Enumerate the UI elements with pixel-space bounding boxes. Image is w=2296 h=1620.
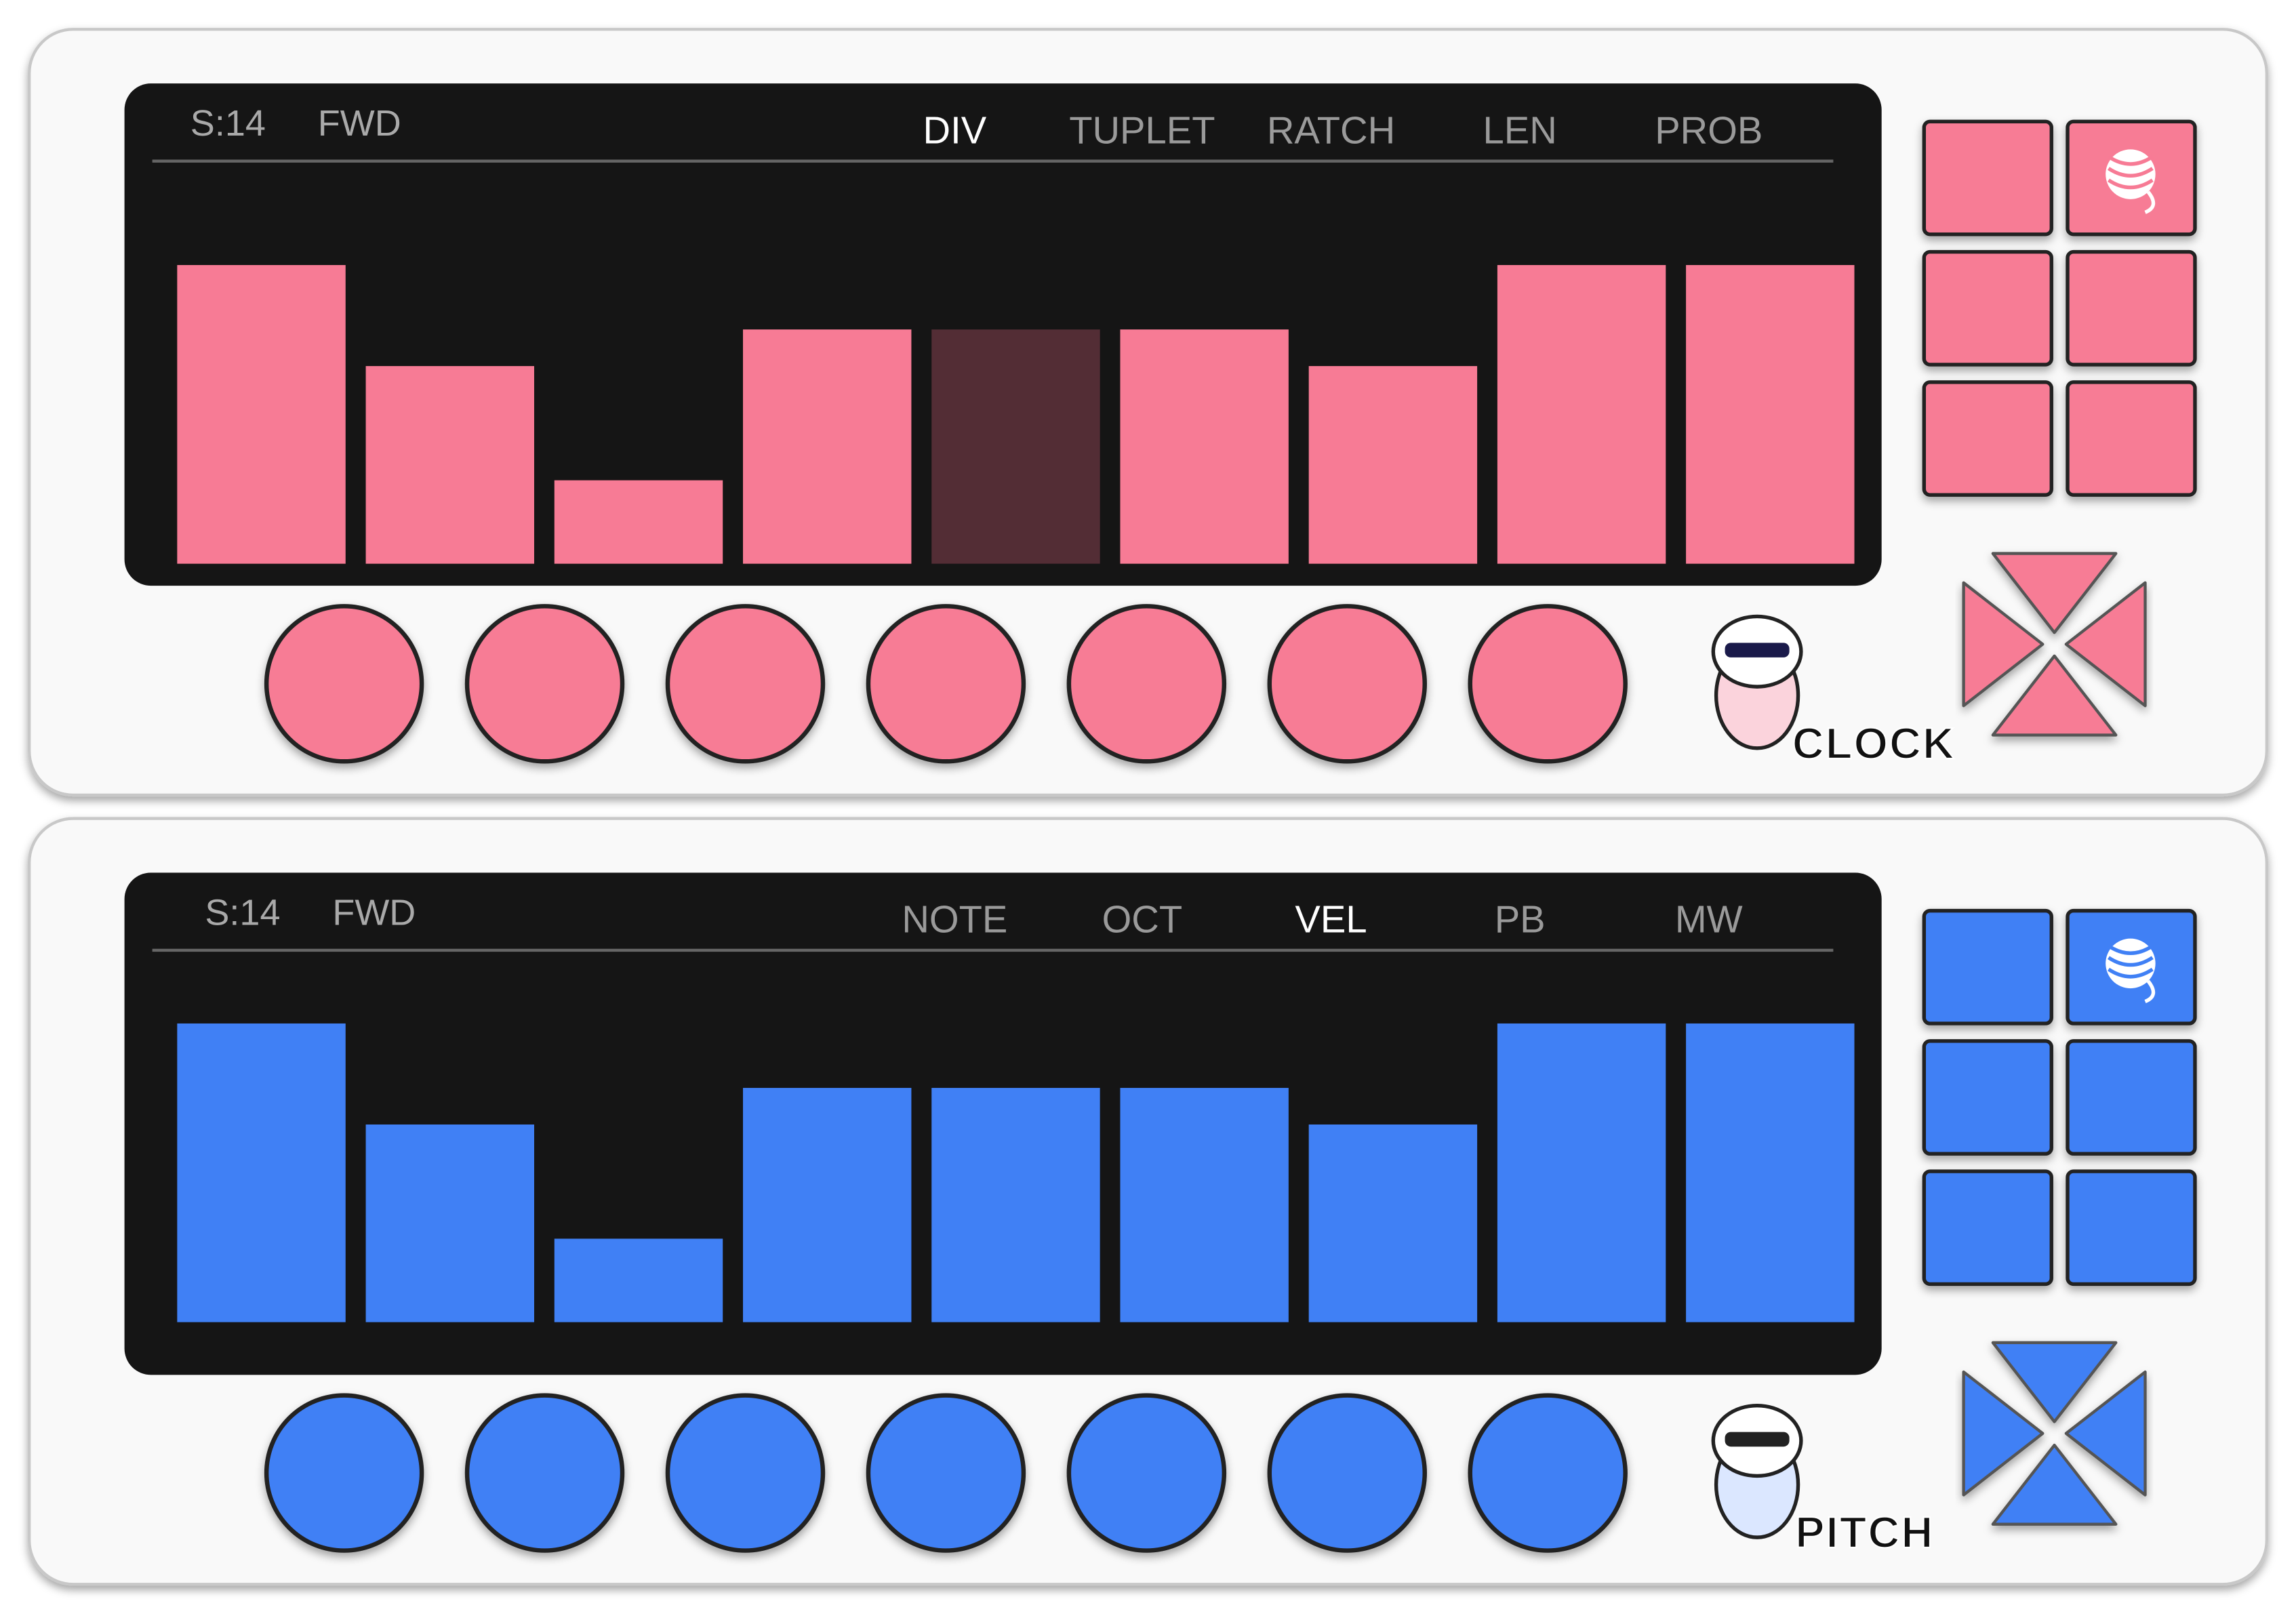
step-bar bbox=[1686, 1023, 1855, 1322]
step-button[interactable] bbox=[1066, 1393, 1227, 1553]
step-button[interactable] bbox=[1468, 1393, 1628, 1553]
step-button[interactable] bbox=[1468, 604, 1628, 764]
yarn-line bbox=[2108, 944, 2154, 955]
step-button[interactable] bbox=[464, 604, 625, 764]
step-button[interactable] bbox=[1066, 604, 1227, 764]
step-bar bbox=[743, 1087, 912, 1322]
pad[interactable] bbox=[2066, 1039, 2197, 1156]
param-tab[interactable]: MW bbox=[1675, 898, 1743, 941]
step-bar bbox=[177, 265, 346, 564]
step-bar bbox=[554, 1238, 723, 1322]
dpad-arrow[interactable] bbox=[1991, 552, 2118, 634]
pad[interactable] bbox=[2066, 249, 2197, 367]
pad[interactable] bbox=[1922, 119, 2053, 237]
step-button[interactable] bbox=[866, 604, 1026, 764]
step-bar bbox=[1308, 1124, 1478, 1322]
step-bar bbox=[931, 1087, 1100, 1322]
mascot-eyes bbox=[1725, 1432, 1790, 1447]
step-button[interactable] bbox=[665, 604, 826, 764]
step-button[interactable] bbox=[866, 1393, 1026, 1553]
pad[interactable] bbox=[1922, 1169, 2053, 1287]
direction: FWD bbox=[332, 892, 416, 933]
yarn-tail bbox=[2144, 190, 2156, 214]
param-tab[interactable]: PB bbox=[1495, 898, 1546, 941]
step-bar bbox=[1308, 366, 1478, 564]
module-label: PITCH bbox=[1795, 1507, 1934, 1557]
yarn-line bbox=[2108, 155, 2154, 166]
param-tab[interactable]: VEL bbox=[1295, 898, 1367, 941]
pad[interactable] bbox=[1922, 1039, 2053, 1156]
panel: S:14 FWD NOTE OCT VEL PB MW PITCH bbox=[28, 817, 2268, 1586]
step-bar bbox=[1497, 1023, 1666, 1322]
step-count: S:14 bbox=[205, 892, 280, 933]
step-count: S:14 bbox=[190, 103, 266, 144]
step-bar bbox=[554, 480, 723, 564]
pad[interactable] bbox=[2066, 380, 2197, 497]
dpad-arrow[interactable] bbox=[1962, 581, 2045, 708]
yarn-tail bbox=[2144, 979, 2156, 1004]
step-bar bbox=[1120, 329, 1289, 564]
dpad-arrow[interactable] bbox=[1991, 654, 2118, 737]
step-bar bbox=[931, 329, 1100, 564]
dpad-arrow[interactable] bbox=[1962, 1370, 2045, 1497]
step-bar bbox=[1497, 265, 1666, 564]
step-bar bbox=[743, 329, 912, 564]
step-button[interactable] bbox=[264, 604, 424, 764]
panel: S:14 FWD DIV TUPLET RATCH LEN PROB CLOCK bbox=[28, 28, 2268, 797]
param-tab[interactable]: PROB bbox=[1655, 108, 1763, 151]
step-button[interactable] bbox=[264, 1393, 424, 1553]
dpad-arrow[interactable] bbox=[1991, 1341, 2118, 1423]
param-tab[interactable]: NOTE bbox=[902, 898, 1007, 941]
module-label: CLOCK bbox=[1792, 718, 1956, 768]
yarn-line bbox=[2108, 178, 2154, 190]
param-tab[interactable]: DIV bbox=[923, 108, 987, 151]
step-bar bbox=[1120, 1087, 1289, 1322]
step-bar bbox=[177, 1023, 346, 1322]
param-tab[interactable]: OCT bbox=[1102, 898, 1183, 941]
dpad-arrow[interactable] bbox=[2064, 1370, 2147, 1497]
step-bar bbox=[1686, 265, 1855, 564]
yarn-line bbox=[2108, 167, 2154, 178]
step-button[interactable] bbox=[665, 1393, 826, 1553]
step-button[interactable] bbox=[1267, 604, 1427, 764]
step-button[interactable] bbox=[1267, 1393, 1427, 1553]
param-tab[interactable]: RATCH bbox=[1267, 108, 1395, 151]
param-tab[interactable]: LEN bbox=[1483, 108, 1557, 151]
direction: FWD bbox=[318, 103, 401, 144]
pad[interactable] bbox=[2066, 1169, 2197, 1287]
step-bar bbox=[365, 366, 534, 564]
pad[interactable] bbox=[1922, 908, 2053, 1026]
yarn-line bbox=[2108, 956, 2154, 967]
param-tab[interactable]: TUPLET bbox=[1069, 108, 1215, 151]
yarn-line bbox=[2108, 967, 2154, 979]
step-button[interactable] bbox=[464, 1393, 625, 1553]
mascot-eyes bbox=[1725, 643, 1790, 657]
pad[interactable] bbox=[1922, 249, 2053, 367]
pad[interactable] bbox=[1922, 380, 2053, 497]
dpad-arrow[interactable] bbox=[1991, 1443, 2118, 1526]
dpad-arrow[interactable] bbox=[2064, 581, 2147, 708]
step-bar bbox=[365, 1124, 534, 1322]
